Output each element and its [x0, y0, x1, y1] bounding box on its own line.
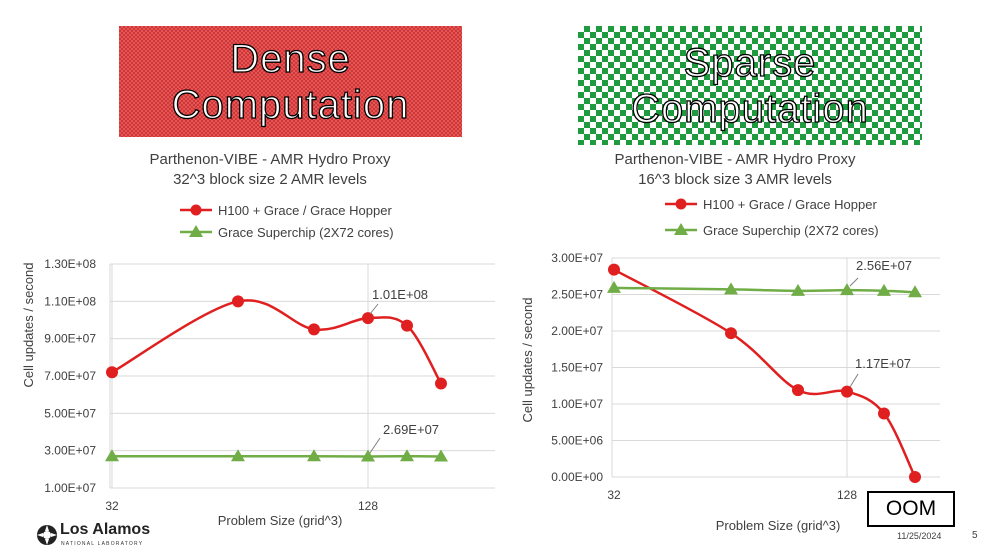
legend-label: H100 + Grace / Grace Hopper	[218, 203, 392, 218]
series-line	[111, 299, 443, 385]
legend-label: H100 + Grace / Grace Hopper	[703, 197, 877, 212]
data-point	[307, 449, 321, 462]
y-tick-label: 1.30E+08	[44, 257, 96, 271]
legend: H100 + Grace / Grace Hopper Grace Superch…	[180, 203, 394, 240]
x-tick-label: 128	[358, 499, 378, 513]
data-label-leader	[369, 303, 379, 315]
x-tick-label: 128	[837, 488, 857, 502]
y-tick-label: 1.10E+08	[44, 294, 96, 308]
series-line	[613, 268, 917, 478]
y-tick-label: 0.00E+00	[551, 470, 603, 484]
dense-computation-banner: Dense Computation	[119, 26, 462, 137]
data-point	[106, 366, 118, 379]
y-tick-label: 1.50E+07	[551, 361, 603, 375]
data-point	[232, 295, 244, 308]
legend-label: Grace Superchip (2X72 cores)	[703, 223, 879, 238]
data-point	[434, 449, 448, 462]
y-tick-label: 3.00E+07	[551, 251, 603, 265]
data-point	[841, 385, 853, 398]
data-point	[724, 282, 738, 295]
y-axis-title: Cell updates / second	[520, 297, 535, 422]
y-tick-label: 9.00E+07	[44, 332, 96, 346]
data-point	[401, 319, 413, 332]
oom-annotation-box: OOM	[867, 491, 955, 527]
y-tick-label: 1.00E+07	[44, 481, 96, 495]
logo-subtext: NATIONAL LABORATORY	[61, 541, 144, 547]
chart-sparse: 0.00E+00 5.00E+06 1.00E+07 1.50E+07 2.00E+07…	[520, 197, 940, 533]
sparse-banner-line2: Computation	[630, 86, 869, 131]
data-label: 1.17E+07	[855, 356, 911, 371]
data-point	[908, 285, 922, 298]
data-point	[791, 283, 805, 296]
data-point	[878, 407, 890, 420]
los-alamos-emblem-icon	[37, 525, 57, 545]
data-point	[308, 323, 320, 336]
legend: H100 + Grace / Grace Hopper Grace Superch…	[665, 197, 879, 238]
dense-banner-line1: Dense	[230, 36, 351, 81]
data-label-leader	[369, 437, 381, 454]
dense-banner-line2: Computation	[171, 82, 410, 127]
data-point	[840, 283, 854, 296]
series-line	[613, 286, 916, 294]
right-chart-title-block: Parthenon-VIBE - AMR Hydro Proxy 16^3 bl…	[580, 150, 890, 190]
data-label-leader	[849, 277, 859, 287]
series-h100-grace-hopper	[608, 263, 921, 483]
x-axis-title: Problem Size (grid^3)	[218, 513, 343, 528]
sparse-computation-banner: Sparse Computation	[578, 26, 922, 145]
legend-label: Grace Superchip (2X72 cores)	[218, 225, 394, 240]
data-point	[792, 384, 804, 397]
y-axis-title: Cell updates / second	[21, 262, 36, 387]
y-tick-label: 5.00E+07	[44, 406, 96, 420]
series-h100-grace-hopper	[106, 295, 447, 390]
data-point	[607, 280, 621, 293]
left-chart-title: Parthenon-VIBE - AMR Hydro Proxy	[149, 151, 391, 168]
data-label: 2.69E+07	[383, 422, 439, 437]
oom-label: OOM	[885, 497, 937, 520]
sparse-banner-line1: Sparse	[683, 40, 817, 85]
data-label: 2.56E+07	[856, 258, 912, 273]
data-point	[105, 449, 119, 462]
data-point	[909, 471, 921, 483]
data-point	[362, 312, 374, 325]
logo-name: Los Alamos	[60, 521, 151, 538]
legend-marker-circle	[190, 204, 202, 216]
right-chart-subtitle: 16^3 block size 3 AMR levels	[638, 171, 832, 188]
los-alamos-logo: Los Alamos NATIONAL LABORATORY	[36, 521, 156, 552]
y-tick-label: 5.00E+06	[551, 434, 603, 448]
series-grace-superchip	[105, 449, 448, 462]
data-point	[877, 283, 891, 296]
legend-marker-circle	[675, 198, 687, 210]
x-tick-label: 32	[105, 499, 119, 513]
data-point	[608, 263, 620, 276]
legend-marker-triangle	[674, 223, 688, 235]
data-label: 1.01E+08	[372, 287, 428, 302]
data-point	[361, 449, 375, 462]
data-point	[400, 449, 414, 462]
y-tick-label: 2.00E+07	[551, 324, 603, 338]
right-chart-title: Parthenon-VIBE - AMR Hydro Proxy	[614, 151, 856, 168]
y-tick-label: 3.00E+07	[44, 444, 96, 458]
legend-marker-triangle	[189, 225, 203, 237]
page-number: 5	[972, 530, 978, 541]
y-tick-label: 2.50E+07	[551, 288, 603, 302]
data-point	[725, 327, 737, 340]
x-axis-title: Problem Size (grid^3)	[716, 518, 841, 533]
footer-date: 11/25/2024	[897, 531, 942, 541]
y-tick-label: 1.00E+07	[551, 397, 603, 411]
y-tick-label: 7.00E+07	[44, 369, 96, 383]
chart-dense: 1.00E+07 3.00E+07 5.00E+07 7.00E+07 9.00E+07…	[21, 203, 495, 528]
data-point	[435, 377, 447, 390]
x-tick-label: 32	[607, 488, 621, 502]
data-label-leader	[849, 373, 859, 388]
series-grace-superchip	[607, 280, 922, 298]
left-chart-title-block: Parthenon-VIBE - AMR Hydro Proxy 32^3 bl…	[120, 150, 420, 190]
data-point	[231, 449, 245, 462]
left-chart-subtitle: 32^3 block size 2 AMR levels	[173, 171, 367, 188]
